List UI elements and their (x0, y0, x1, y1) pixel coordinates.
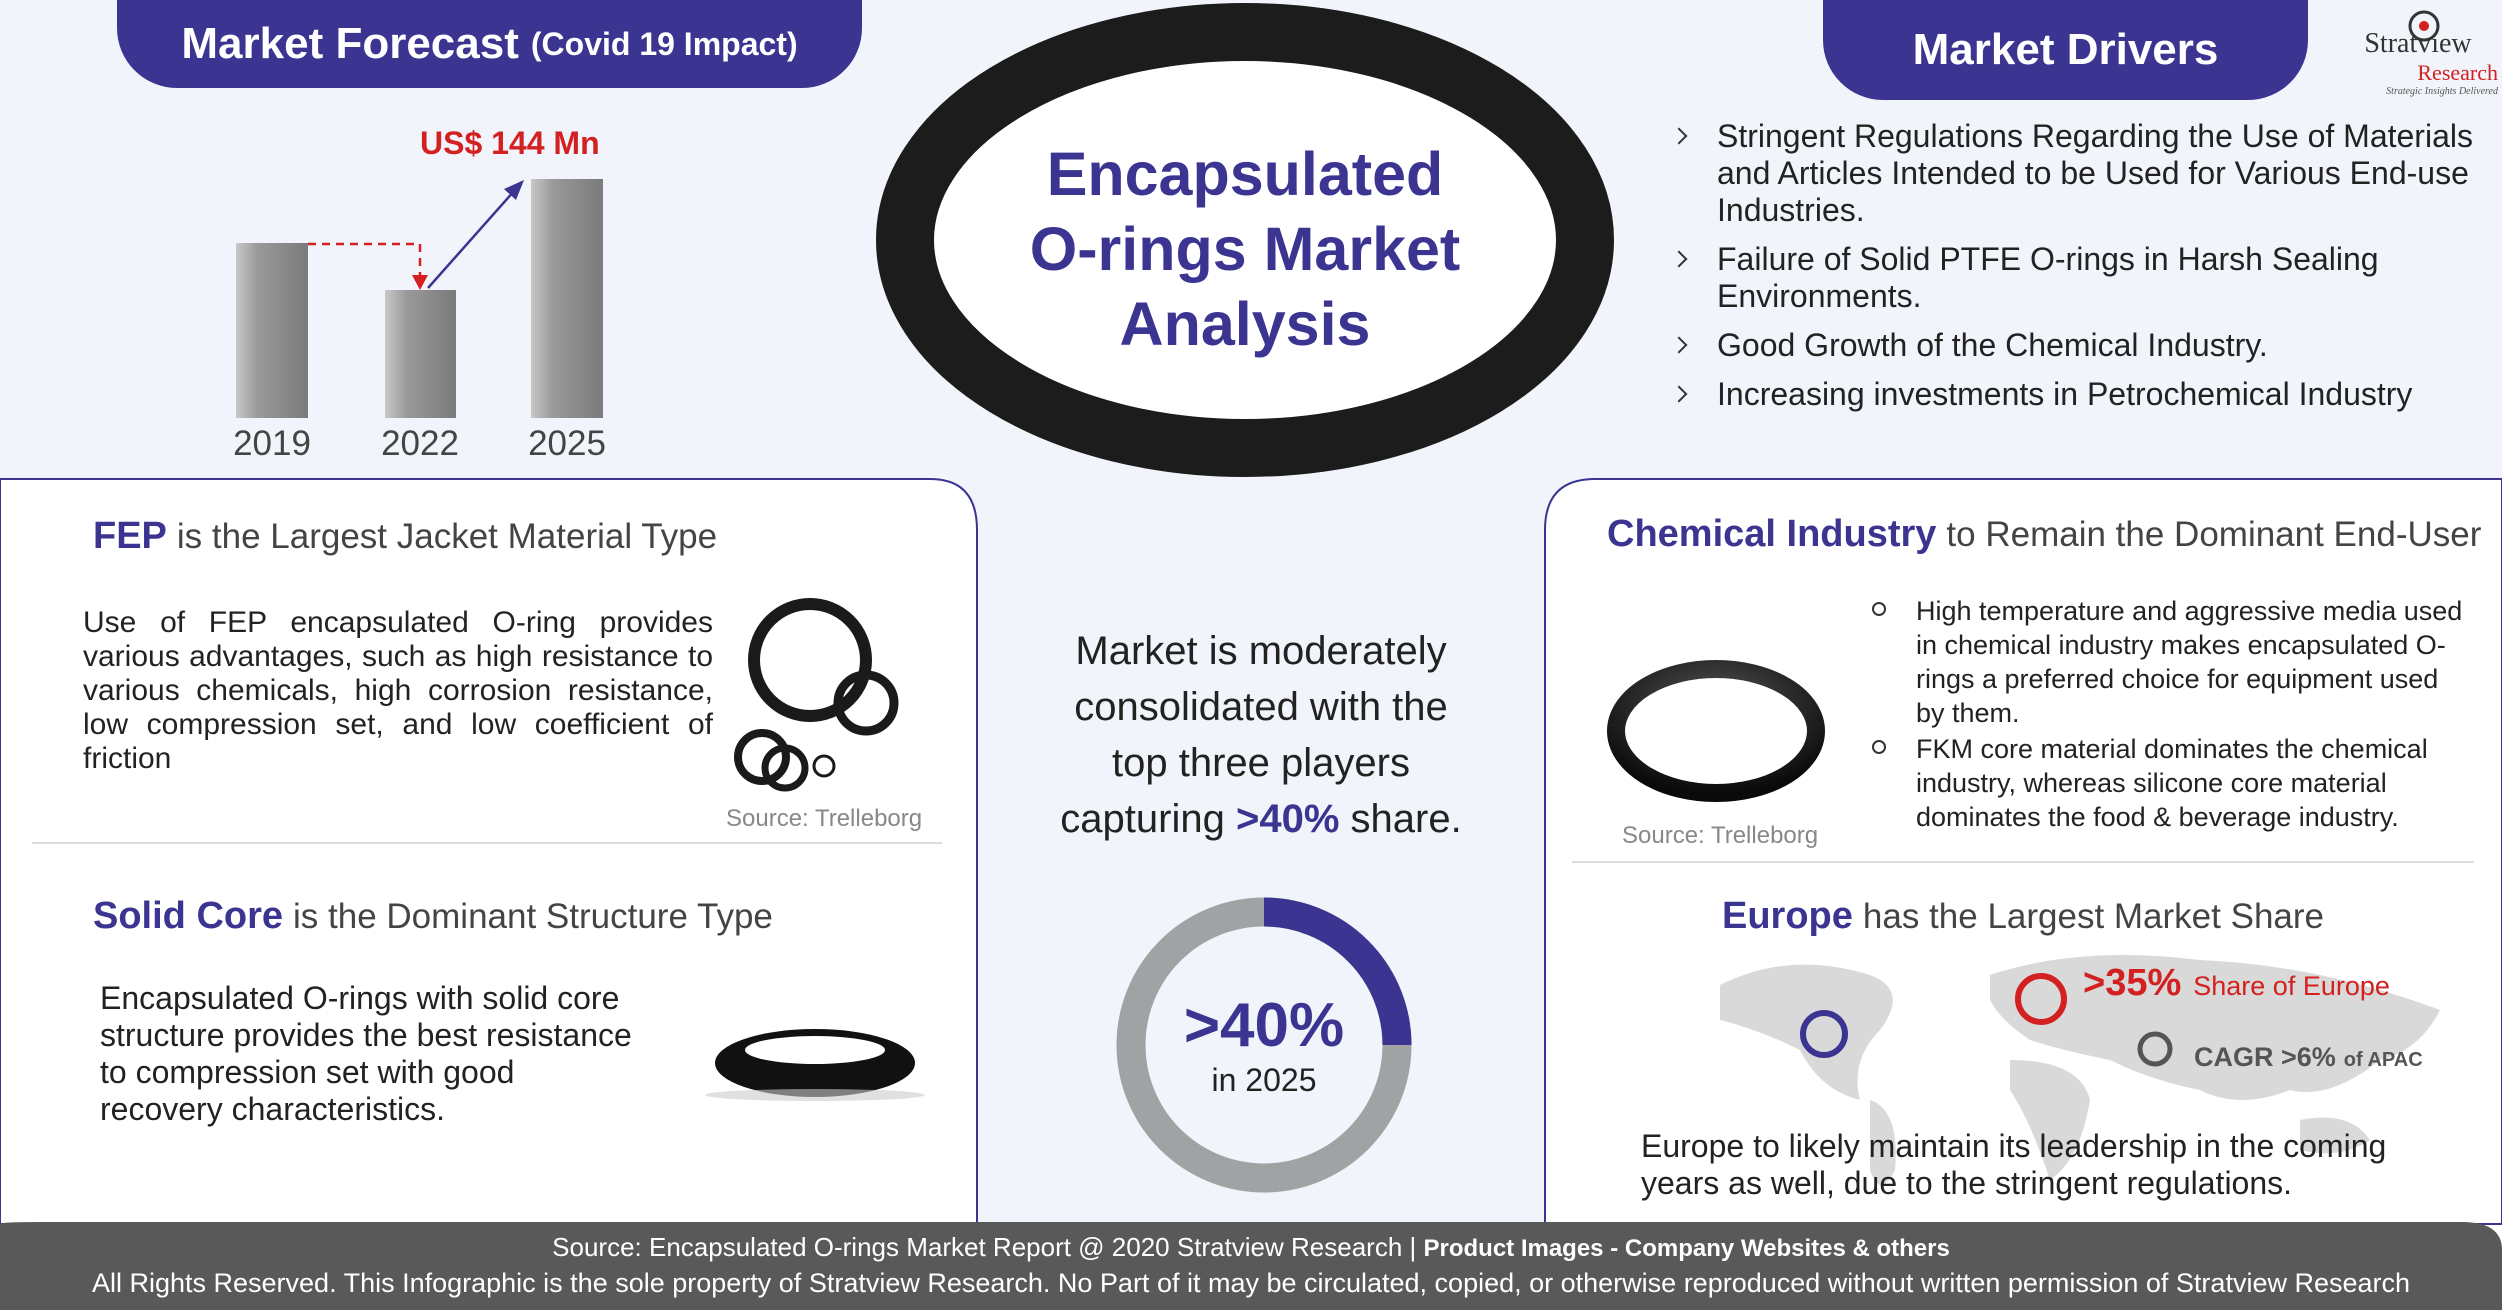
apac-marker (2137, 1031, 2173, 1067)
fep-heading: FEP is the Largest Jacket Material Type (93, 515, 717, 558)
value-label: US$ 144 Mn (420, 125, 600, 161)
source: Source: Trelleborg (1622, 822, 1819, 849)
text: share. (1350, 797, 1462, 841)
chemical-bullet: High temperature and aggressive media us… (1872, 594, 2472, 730)
left-panel (0, 478, 978, 1225)
logo-name: Stratview (2364, 28, 2472, 59)
heading-text: is the Dominant Structure Type (293, 897, 773, 936)
text: Market is moderately consolidated with t… (1060, 629, 1448, 841)
donut (1116, 897, 1412, 1193)
title-line: Analysis (1119, 290, 1371, 358)
rings-illustration (734, 598, 899, 792)
solid-core-heading: Solid Core is the Dominant Structure Type (93, 895, 773, 938)
cagr-value: CAGR >6% (2194, 1042, 2336, 1072)
left-title: Market Forecast (181, 19, 519, 68)
year-label: 2022 (381, 424, 459, 463)
driver: Failure of Solid PTFE O-rings in Harsh S… (1670, 241, 2473, 315)
left-subtitle: (Covid 19 Impact) (530, 25, 798, 62)
apac-cagr: CAGR >6% of APAC (2194, 1042, 2423, 1073)
bar-illustration (236, 179, 603, 418)
torus-illustration (705, 1029, 925, 1101)
logo-mark (2408, 10, 2440, 42)
americas-marker (1800, 1010, 1848, 1058)
driver: Stringent Regulations Regarding the Use … (1670, 118, 2473, 229)
heading-text: has the Largest Market Share (1862, 897, 2324, 936)
highlight: Europe (1722, 895, 1853, 937)
header-pill: Market Forecast (Covid 19 Impact) (117, 0, 862, 88)
share-label: Share of Europe (2193, 971, 2390, 1001)
logo: Stratview Research Strategic Insights De… (2338, 28, 2498, 97)
fep-text: Use of FEP encapsulated O-ring provides … (83, 606, 713, 775)
donut-sub: in 2025 (1211, 1062, 1317, 1098)
bullet-marker (1670, 250, 1688, 268)
source: Source: Encapsulated O-rings Market Repo… (552, 1232, 1417, 1262)
europe-share: >35% Share of Europe (2083, 962, 2390, 1005)
driver: Good Growth of the Chemical Industry. (1670, 327, 2473, 364)
heading-text: to Remain the Dominant End-User (1946, 515, 2482, 554)
heading-text: is the Largest Jacket Material Type (176, 517, 718, 556)
center-text: Market is moderately consolidated with t… (1041, 623, 1481, 847)
bullet-marker (1670, 336, 1688, 354)
logo-sub: Research (2417, 60, 2498, 85)
bullet-text: High temperature and aggressive media us… (1916, 596, 2463, 728)
chemical-bullet: FKM core material dominates the chemical… (1872, 732, 2472, 834)
footer-source: Source: Encapsulated O-rings Market Repo… (0, 1232, 2502, 1263)
title-line: Encapsulated (1046, 140, 1444, 208)
bullet-text: FKM core material dominates the chemical… (1916, 734, 2428, 832)
o-ring-illustration (876, 3, 1614, 477)
title-line: O-rings Market (1029, 215, 1461, 283)
footer-band (0, 1222, 2502, 1310)
bullet-text: Stringent Regulations Regarding the Use … (1717, 118, 2473, 228)
highlight: >40% (1235, 797, 1340, 841)
chemical-bullets: High temperature and aggressive media us… (1872, 594, 2472, 836)
year-label: 2019 (233, 424, 311, 463)
driver: Increasing investments in Petrochemical … (1670, 376, 2473, 413)
world-map (1720, 955, 2440, 1185)
highlight: Solid Core (93, 895, 284, 937)
year-label: 2025 (528, 424, 606, 463)
europe-marker (2015, 973, 2067, 1025)
source: Source: Trelleborg (726, 805, 923, 832)
europe-text: Europe to likely maintain its leadership… (1641, 1128, 2387, 1201)
cagr-label: of APAC (2343, 1049, 2423, 1071)
chemical-heading: Chemical Industry to Remain the Dominant … (1607, 513, 2481, 556)
solid-core-text: Encapsulated O-rings with solid core str… (100, 980, 632, 1127)
bullet-text: Good Growth of the Chemical Industry. (1717, 327, 2268, 363)
europe-heading: Europe has the Largest Market Share (1572, 895, 2474, 938)
product-note: Product Images - Company Websites & othe… (1423, 1235, 1950, 1262)
bullet-marker (1872, 740, 1886, 754)
highlight: FEP (93, 515, 167, 557)
highlight: Chemical Industry (1607, 513, 1937, 555)
donut-value: >40% (1183, 991, 1345, 1060)
share-value: >35% (2083, 962, 2182, 1004)
bullet-text: Increasing investments in Petrochemical … (1717, 376, 2413, 412)
bullet-text: Failure of Solid PTFE O-rings in Harsh S… (1717, 241, 2379, 314)
right-title: Market Drivers (1823, 0, 2308, 100)
o-ring-photo (1607, 660, 1825, 802)
bullet-marker (1872, 602, 1886, 616)
logo-tagline: Strategic Insights Delivered (2386, 86, 2498, 97)
drivers-list: Stringent Regulations Regarding the Use … (1670, 118, 2473, 425)
bullet-marker (1670, 127, 1688, 145)
footer-rights: All Rights Reserved. This Infographic is… (91, 1268, 2411, 1298)
center-title: Encapsulated O-rings Market Analysis (945, 137, 1545, 362)
bullet-marker (1670, 385, 1688, 403)
